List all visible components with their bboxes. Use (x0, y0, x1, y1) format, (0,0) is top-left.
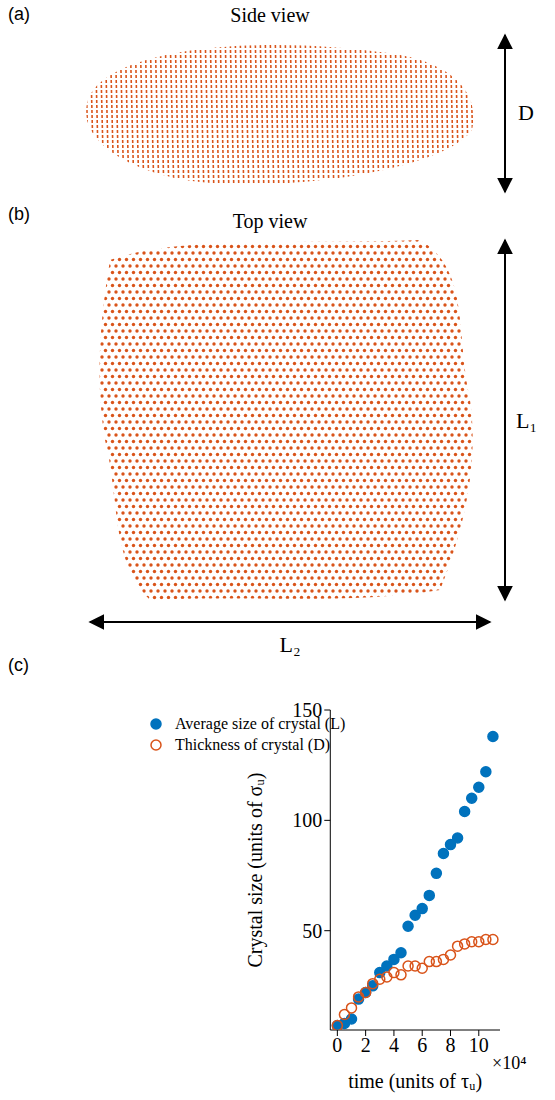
svg-text:2: 2 (361, 1034, 371, 1056)
svg-text:(b): (b) (8, 204, 30, 224)
svg-text:4: 4 (389, 1034, 399, 1056)
svg-text:Crystal size (units of σᵤ): Crystal size (units of σᵤ) (244, 772, 267, 967)
svg-text:time (units of τᵤ): time (units of τᵤ) (348, 1070, 482, 1093)
svg-text:(a): (a) (8, 4, 30, 24)
svg-text:D: D (518, 100, 534, 125)
svg-text:Top view: Top view (233, 210, 308, 233)
svg-text:10: 10 (469, 1034, 489, 1056)
svg-text:100: 100 (292, 809, 322, 831)
svg-text:L₁: L₁ (516, 408, 537, 433)
html-text:×10⁴: ×10⁴ (492, 1053, 527, 1073)
svg-text:Side view: Side view (230, 4, 310, 26)
html-text:(c): (c) (8, 655, 29, 675)
svg-text:L₂: L₂ (279, 632, 300, 657)
svg-text:50: 50 (302, 920, 322, 942)
html-text:Average size of crystal (L): Average size of crystal (L) (175, 715, 346, 732)
svg-text:150: 150 (292, 699, 322, 721)
svg-text:8: 8 (445, 1034, 455, 1056)
html-text:Thickness of crystal (D): Thickness of crystal (D) (175, 736, 331, 753)
svg-text:0: 0 (332, 1034, 342, 1056)
svg-text:6: 6 (417, 1034, 427, 1056)
